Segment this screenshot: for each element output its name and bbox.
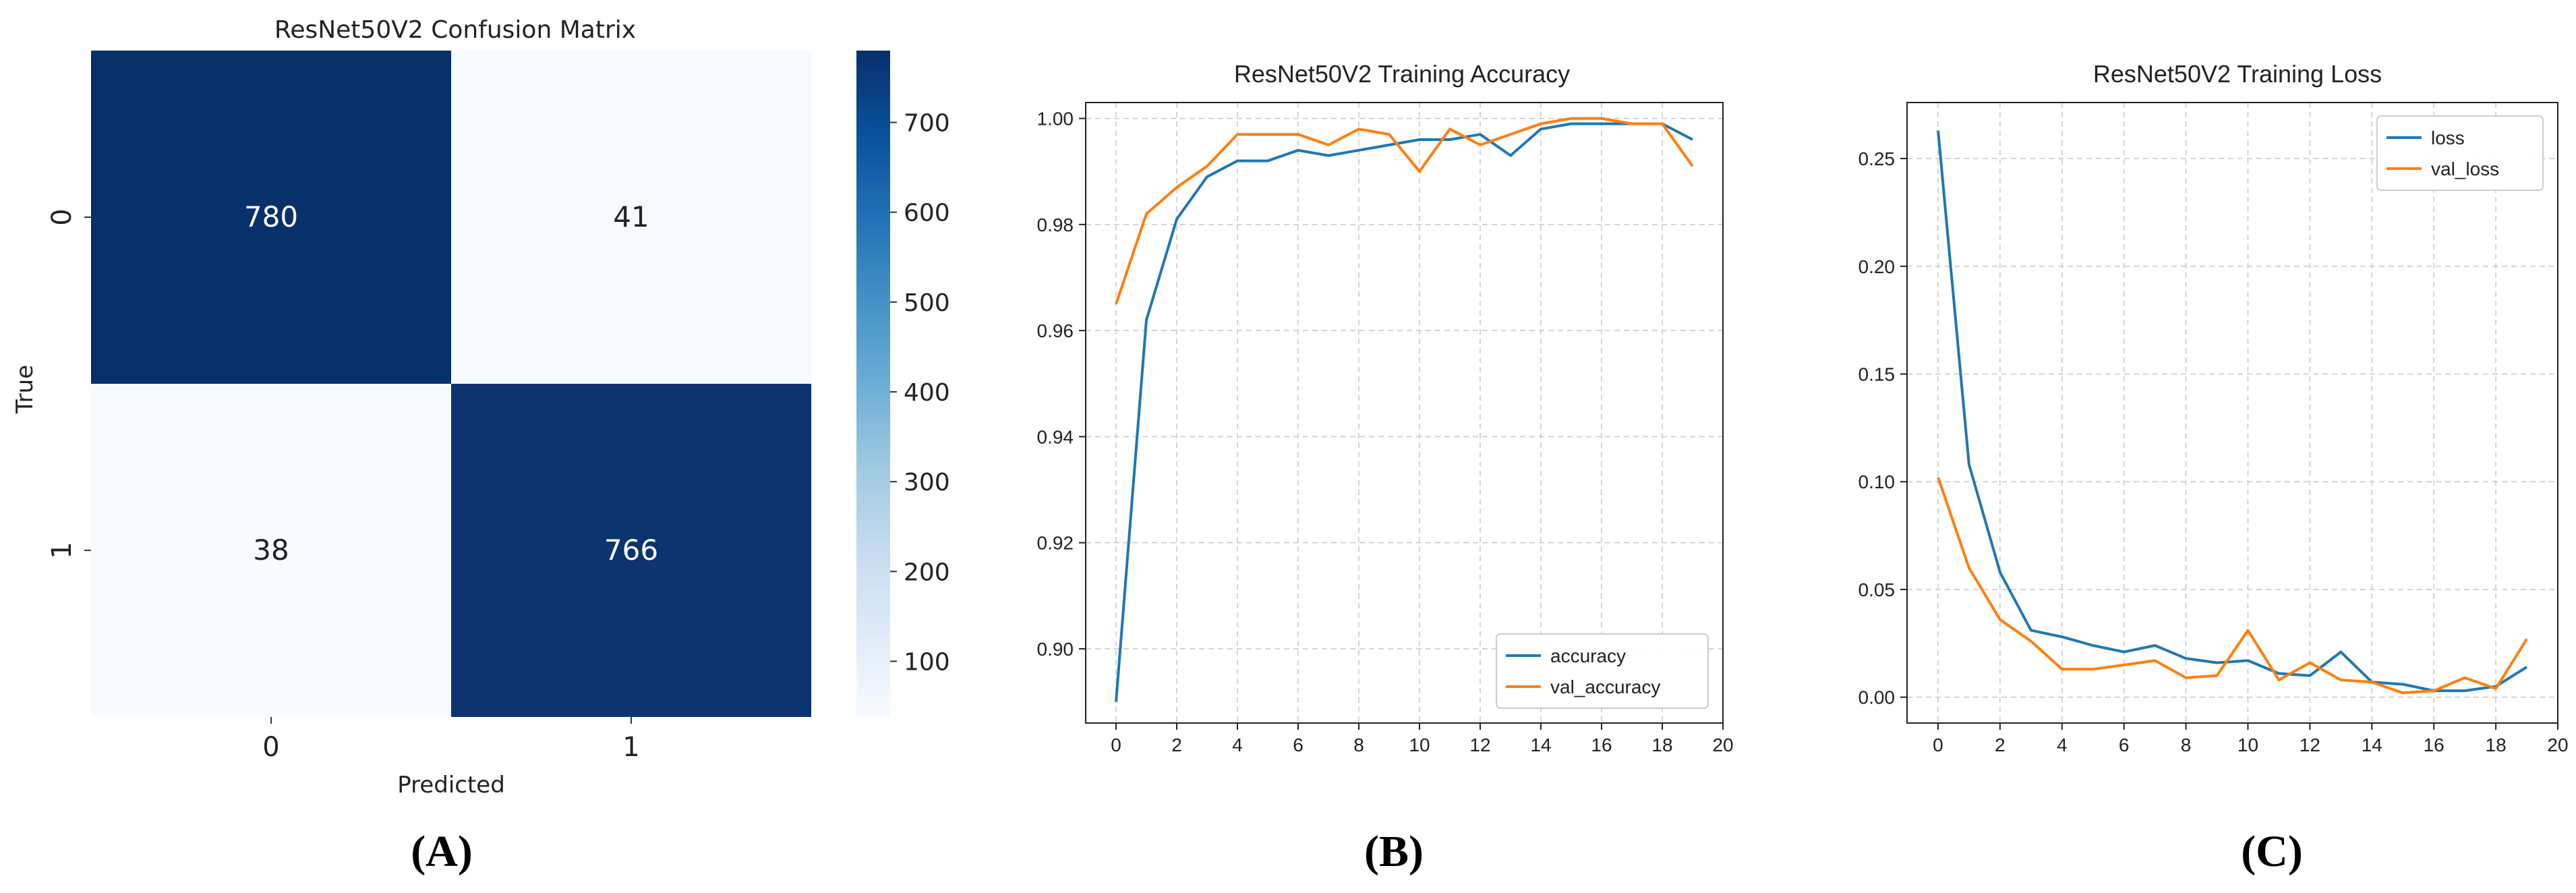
loss-xtick-label: 12 (2300, 734, 2320, 755)
loss-legend-label: val_loss (2431, 159, 2499, 179)
acc-ytick-label: 0.92 (1037, 533, 1074, 554)
loss-xtick-label: 2 (1995, 734, 2006, 755)
panel-c-loss-chart: ResNet50V2 Training Loss 0 2 4 6 8 10 12 14 16 18… (1858, 60, 2569, 755)
cm-title: ResNet50V2 Confusion Matrix (274, 16, 636, 44)
acc-xtick-label: 14 (1530, 734, 1551, 755)
acc-ytick-label: 0.96 (1037, 320, 1074, 341)
acc-xtick-label: 6 (1293, 734, 1304, 755)
acc-xtick-label: 10 (1409, 734, 1430, 755)
cm-xtick-label: 1 (622, 732, 639, 763)
acc-series-val-accuracy (1115, 117, 1694, 305)
loss-xtick-label: 14 (2362, 734, 2382, 755)
acc-xtick-label: 12 (1469, 734, 1490, 755)
cm-cell (451, 384, 811, 717)
cm-xtick-label: 0 (262, 732, 279, 763)
loss-xtick-label: 20 (2547, 734, 2568, 755)
loss-ytick-label: 0.10 (1858, 471, 1896, 492)
colorbar-tick-label: 200 (904, 558, 950, 586)
cm-cell (91, 51, 451, 384)
acc-title: ResNet50V2 Training Accuracy (1234, 60, 1570, 88)
acc-legend-label: val_accuracy (1550, 676, 1660, 697)
loss-series-val-loss (1937, 477, 2528, 695)
colorbar-tick-label: 500 (904, 289, 950, 317)
acc-ytick-label: 0.98 (1037, 214, 1074, 235)
loss-xtick-label: 0 (1933, 734, 1943, 755)
loss-xtick-label: 4 (2057, 734, 2068, 755)
colorbar-tick-label: 700 (904, 110, 950, 138)
acc-xtick-label: 2 (1171, 734, 1182, 755)
loss-xtick-label: 18 (2486, 734, 2507, 755)
loss-legend-box (2376, 115, 2544, 191)
acc-legend: accuracy val_accuracy (1496, 633, 1709, 709)
colorbar (856, 51, 890, 717)
loss-title: ResNet50V2 Training Loss (2093, 60, 2382, 88)
loss-ytick-label: 0.00 (1858, 687, 1896, 708)
cm-ylabel: True (11, 365, 38, 414)
acc-ytick-label: 0.90 (1037, 639, 1074, 660)
acc-series-accuracy (1115, 122, 1693, 702)
colorbar-tick-label: 400 (904, 379, 950, 407)
acc-xtick-label: 20 (1712, 734, 1733, 755)
cm-cell (91, 384, 451, 717)
acc-legend-label: accuracy (1550, 645, 1626, 666)
loss-ytick-label: 0.20 (1858, 256, 1896, 277)
cm-ytick-label: 1 (47, 542, 78, 558)
cm-cell-value: 766 (604, 534, 658, 567)
panel-a-confusion-matrix: ResNet50V2 Confusion Matrix 780 41 38 766 0 1… (11, 16, 950, 799)
cm-cell-value: 41 (613, 200, 649, 233)
acc-xtick-label: 8 (1353, 734, 1364, 755)
acc-ytick-label: 1.00 (1037, 109, 1074, 129)
cm-cell-value: 38 (253, 534, 289, 567)
acc-xtick-label: 4 (1232, 734, 1243, 755)
loss-ytick-label: 0.05 (1858, 579, 1896, 600)
panel-label-c: (C) (2241, 827, 2303, 876)
acc-xtick-label: 16 (1591, 734, 1612, 755)
panel-b-accuracy-chart: ResNet50V2 Training Accuracy 0 2 4 6 8 10 12 14… (1037, 60, 1734, 755)
loss-xtick-label: 6 (2119, 734, 2130, 755)
acc-xtick-label: 18 (1651, 734, 1672, 755)
loss-legend-label: loss (2431, 127, 2465, 148)
loss-ytick-label: 0.15 (1858, 364, 1896, 385)
loss-xtick-label: 10 (2237, 734, 2258, 755)
loss-legend: loss val_loss (2376, 115, 2544, 191)
loss-ytick-label: 0.25 (1858, 148, 1896, 169)
cm-cell-value: 780 (244, 200, 298, 233)
acc-xtick-label: 0 (1111, 734, 1121, 755)
panel-label-b: (B) (1364, 827, 1424, 876)
loss-series-loss (1937, 130, 2528, 693)
loss-xtick-label: 8 (2181, 734, 2192, 755)
panel-label-a: (A) (411, 827, 473, 876)
acc-plot-frame (1085, 102, 1724, 724)
acc-legend-box (1496, 633, 1709, 709)
cm-xlabel: Predicted (397, 772, 505, 799)
acc-ytick-label: 0.94 (1037, 426, 1074, 447)
colorbar-tick-label: 100 (904, 648, 950, 676)
colorbar-tick-label: 300 (904, 469, 950, 496)
colorbar-tick-label: 600 (904, 200, 950, 227)
loss-plot-frame (1906, 102, 2558, 724)
cm-cell (451, 51, 811, 384)
cm-ytick-label: 0 (47, 208, 78, 225)
loss-xtick-label: 16 (2424, 734, 2445, 755)
